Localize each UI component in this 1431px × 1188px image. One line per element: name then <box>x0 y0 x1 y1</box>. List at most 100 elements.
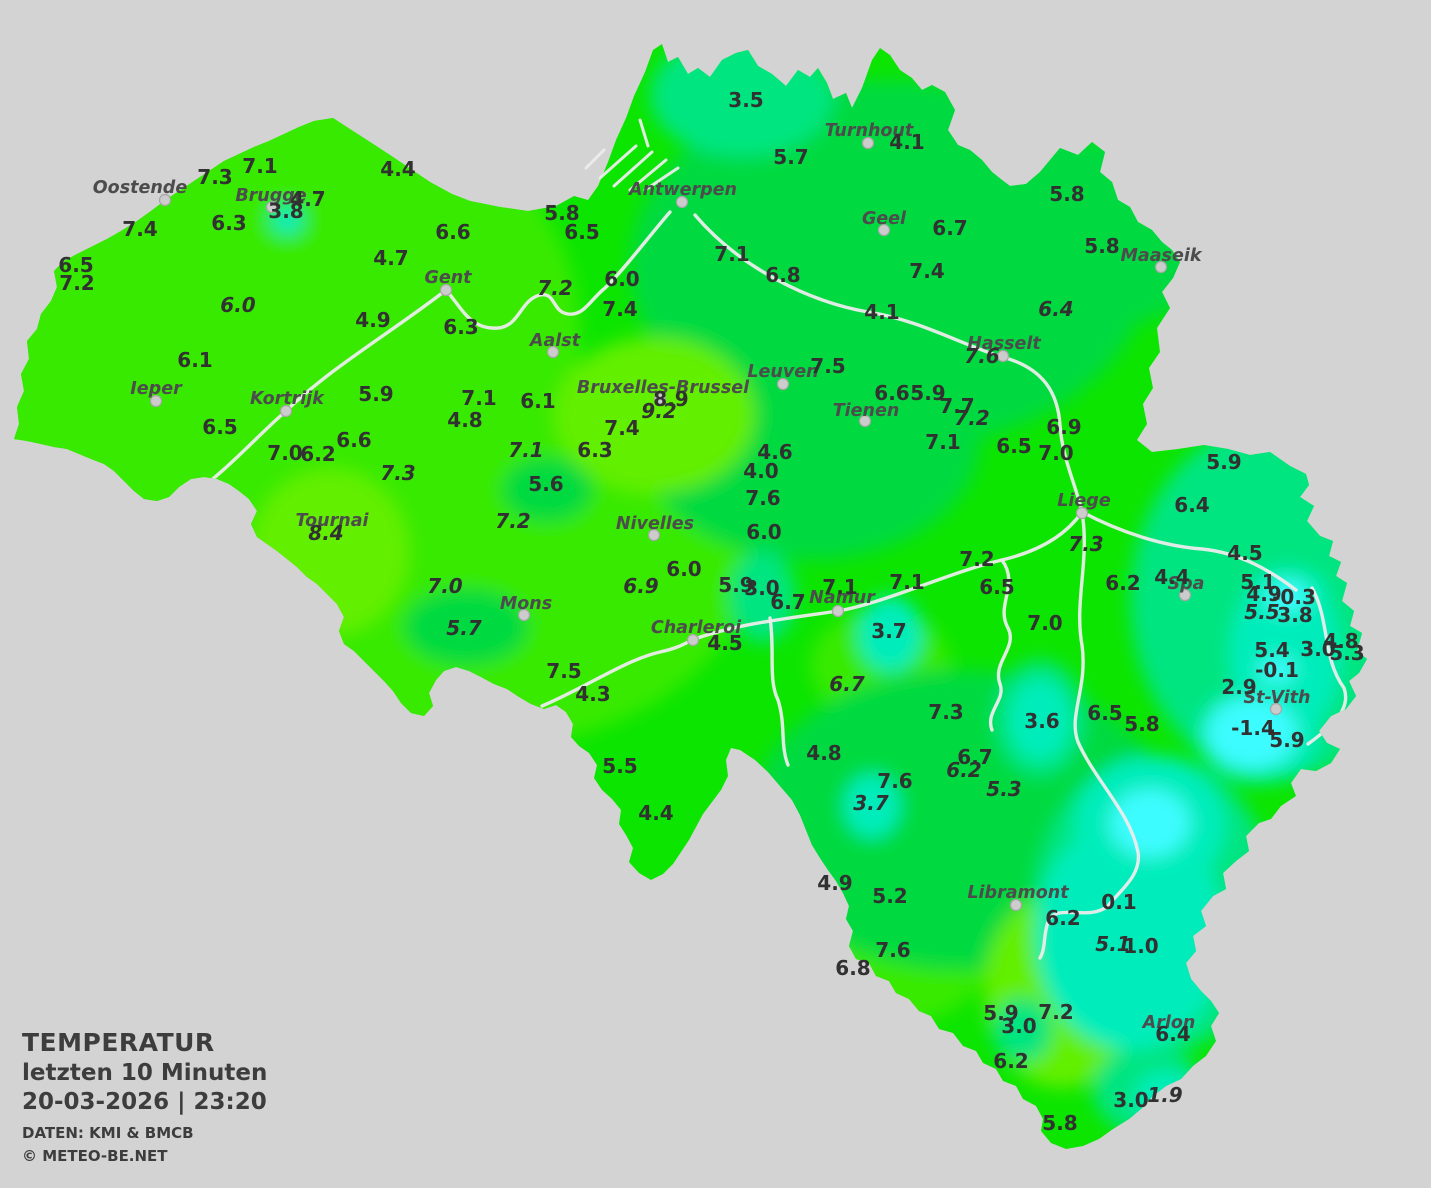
station-value: 5.9 <box>983 1001 1018 1025</box>
station-value: 5.7 <box>446 616 482 640</box>
station-value: 3.5 <box>728 88 763 112</box>
station-value: 6.5 <box>58 253 93 277</box>
station-value: 4.0 <box>743 459 778 483</box>
station-value: 8.9 <box>653 387 688 411</box>
city-dot <box>265 200 279 214</box>
station-value: 7.1 <box>714 242 749 266</box>
station-value: 6.3 <box>443 315 478 339</box>
station-value: 4.1 <box>864 300 899 324</box>
city-dot <box>877 223 891 237</box>
city-label: Namur <box>809 588 876 608</box>
station-value: 6.2 <box>946 758 981 782</box>
station-value: 4.5 <box>707 631 742 655</box>
station-value: 4.8 <box>447 408 482 432</box>
station-value: 5.8 <box>1042 1111 1077 1135</box>
station-value: 4.5 <box>1227 541 1262 565</box>
station-value: 6.2 <box>1045 906 1080 930</box>
station-value: 6.1 <box>520 389 555 413</box>
station-value: 4.4 <box>638 801 673 825</box>
station-value: 5.9 <box>910 381 945 405</box>
station-value: 7.1 <box>822 575 857 599</box>
city-label: Tournai <box>295 511 369 531</box>
station-value: 5.9 <box>358 382 393 406</box>
station-value: -0.3 <box>1272 585 1316 609</box>
station-value: 5.2 <box>872 884 907 908</box>
station-value: 7.4 <box>604 416 639 440</box>
station-value: 6.5 <box>564 220 599 244</box>
city-dot <box>647 528 661 542</box>
station-value: 6.5 <box>202 415 237 439</box>
station-value: 7.1 <box>925 430 960 454</box>
city-label: Hasselt <box>967 334 1041 354</box>
city-label: Charleroi <box>651 618 742 638</box>
station-value: 4.7 <box>373 246 408 270</box>
data-source-credit: DATEN: KMI & BMCB <box>22 1124 194 1142</box>
city-label: St-Vith <box>1243 688 1310 708</box>
city-labels-layer: Oostende Brugge Antwerpen Turnhout Geel Maase… <box>93 121 1311 1033</box>
station-value: 5.6 <box>528 472 563 496</box>
station-value: 6.0 <box>604 267 639 291</box>
city-dot <box>439 283 453 297</box>
station-value: 7.3 <box>1068 532 1103 556</box>
station-value: 6.7 <box>829 672 865 696</box>
station-value: 6.3 <box>577 438 612 462</box>
station-value: 7.4 <box>909 259 944 283</box>
station-value: 2.9 <box>1221 675 1256 699</box>
city-dot <box>675 195 689 209</box>
station-value: 3.7 <box>871 619 906 643</box>
station-value: 6.5 <box>996 434 1031 458</box>
map-subtitle: letzten 10 Minuten <box>22 1060 268 1086</box>
station-value: 6.8 <box>765 263 800 287</box>
city-dot <box>279 404 293 418</box>
city-dot <box>517 608 531 622</box>
station-value: 6.6 <box>435 220 470 244</box>
antwerp-harbour-lines <box>584 118 680 192</box>
station-value: 6.7 <box>957 745 992 769</box>
station-value: 7.6 <box>745 486 780 510</box>
station-value: 7.1 <box>889 570 924 594</box>
city-label: Geel <box>862 209 907 229</box>
city-dot <box>1178 588 1192 602</box>
station-value: 6.9 <box>623 574 659 598</box>
city-label: Ieper <box>130 379 183 399</box>
station-values-layer: 7.17.3 4.44.73.86.37.46.57.26.06.16.57.06… <box>58 88 1364 1135</box>
city-dot <box>546 345 560 359</box>
city-dot <box>831 604 845 618</box>
city-label: Spa <box>1168 574 1205 594</box>
station-value: 6.2 <box>993 1049 1028 1073</box>
city-label: Mons <box>500 594 552 614</box>
station-value: 5.8 <box>1049 182 1084 206</box>
station-value: 3.6 <box>1024 709 1059 733</box>
station-value: 7.2 <box>954 406 989 430</box>
station-value: 5.9 <box>718 573 753 597</box>
city-dot <box>776 377 790 391</box>
station-value: 6.2 <box>300 442 335 466</box>
station-value: 6.5 <box>979 575 1014 599</box>
station-value: 7.6 <box>877 769 912 793</box>
station-value: 7.4 <box>602 297 637 321</box>
station-value: 6.6 <box>336 428 371 452</box>
station-value: 1.9 <box>1147 1083 1183 1107</box>
station-value: 6.4 <box>1174 493 1209 517</box>
station-value: 7.7 <box>939 394 974 418</box>
station-value: -1.4 <box>1231 716 1275 740</box>
city-dot <box>861 136 875 150</box>
station-value: 7.2 <box>59 271 94 295</box>
station-value: 4.1 <box>889 130 924 154</box>
station-value: 6.0 <box>666 557 701 581</box>
city-label: Antwerpen <box>627 180 737 200</box>
rivers-and-borders <box>184 210 1348 960</box>
city-dot <box>653 392 667 406</box>
station-value: 1.0 <box>1123 934 1158 958</box>
station-value: 4.9 <box>1246 582 1281 606</box>
station-value: 5.8 <box>544 201 579 225</box>
station-value: 4.3 <box>575 682 610 706</box>
city-dot <box>149 394 163 408</box>
station-value: 6.6 <box>874 381 909 405</box>
city-dot <box>1075 506 1089 520</box>
station-value: 7.0 <box>1027 611 1062 635</box>
city-dots-layer <box>149 136 1283 912</box>
station-value: 7.2 <box>1038 1000 1073 1024</box>
city-dot <box>158 193 172 207</box>
